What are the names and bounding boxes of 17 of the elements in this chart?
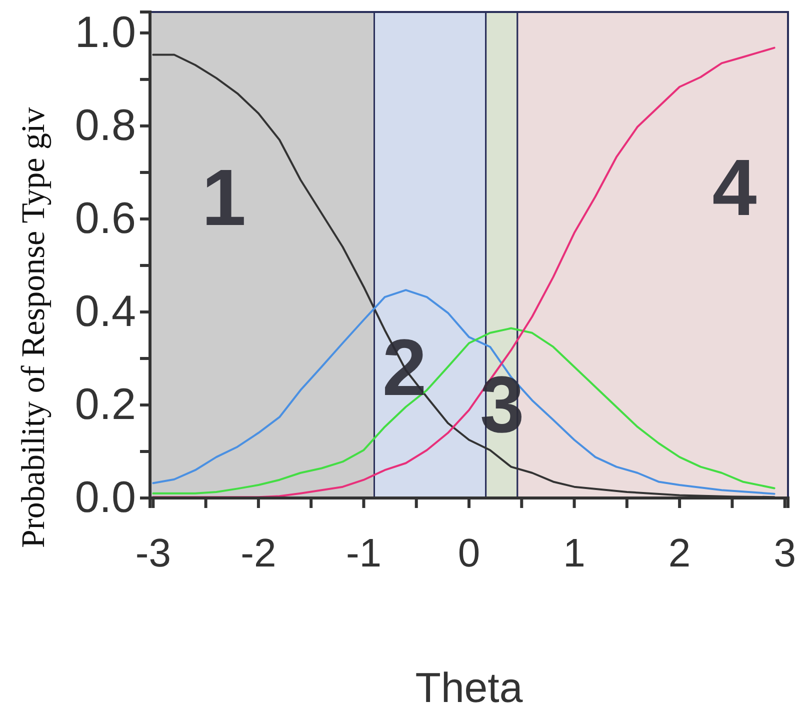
x-tick-label: 3 (774, 531, 796, 576)
x-axis-title: Theta (415, 664, 524, 711)
y-tick-label: 0.8 (74, 101, 136, 150)
y-tick-label: 0.0 (74, 473, 136, 522)
band-label: 4 (712, 143, 758, 232)
x-tick-label: -2 (240, 531, 276, 576)
y-tick-label: 1.0 (74, 8, 136, 58)
y-tick-label: 0.2 (74, 380, 136, 430)
x-tick-label: -3 (135, 531, 171, 576)
x-tick-label: -1 (346, 531, 382, 576)
x-tick-label: 1 (563, 531, 586, 576)
y-tick-label: 0.4 (74, 287, 136, 336)
x-tick-label: 2 (668, 531, 691, 576)
y-axis-title: Probability of Response Type giv (16, 106, 52, 548)
band-label: 1 (202, 153, 246, 242)
y-tick-label: 0.6 (74, 194, 136, 244)
x-tick-label: 0 (458, 531, 480, 576)
